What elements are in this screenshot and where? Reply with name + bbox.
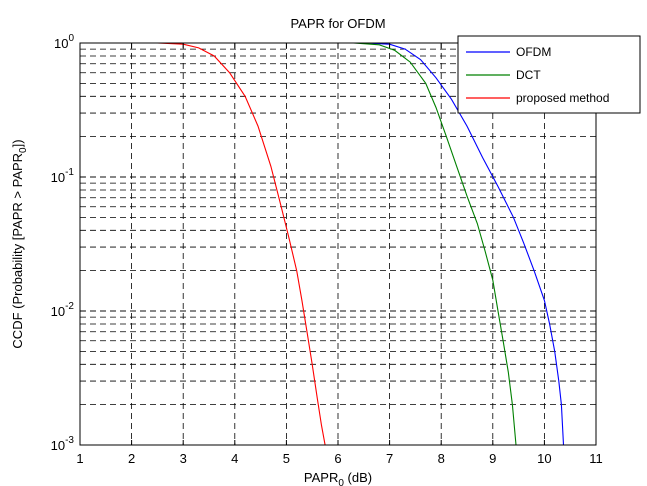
x-axis-title-sub: 0	[338, 478, 344, 486]
series-line-proposed-method	[157, 42, 326, 446]
x-axis-ticks: 1 2 3 4 5 6 7 8 9 10 11	[76, 43, 603, 466]
y-tick-label: 10-1	[51, 167, 75, 185]
y-axis-title-main: CCDF (Probability [PAPR > PAPR	[10, 153, 25, 349]
y-tick-label: 10-2	[51, 301, 75, 319]
x-tick-label: 8	[438, 451, 445, 466]
series-line-ofdm	[363, 42, 565, 446]
y-tick-label-exponent: -2	[65, 301, 74, 312]
y-tick-label-base: 10	[51, 170, 65, 185]
y-tick-label-base: 10	[51, 304, 65, 319]
x-tick-label: 1	[76, 451, 83, 466]
x-tick-label: 11	[589, 451, 603, 466]
chart-title: PAPR for OFDM	[290, 16, 385, 31]
series-layer	[157, 42, 565, 446]
y-tick-label-base: 10	[51, 438, 65, 453]
y-axis-title-suffix: ])	[10, 139, 25, 147]
x-axis-title-main: PAPR	[304, 470, 338, 485]
y-tick-label: 10-3	[51, 435, 75, 453]
x-tick-label: 5	[283, 451, 290, 466]
legend: OFDM DCT proposed method	[457, 35, 641, 114]
x-axis-title: PAPR0 (dB)	[304, 470, 372, 486]
x-tick-label: 9	[489, 451, 496, 466]
y-tick-label-exponent: 0	[68, 33, 74, 44]
x-tick-label: 6	[334, 451, 341, 466]
legend-label-ofdm: OFDM	[516, 45, 551, 59]
legend-label-dct: DCT	[516, 68, 541, 82]
series-line-dct	[353, 42, 517, 446]
y-tick-label: 100	[54, 33, 74, 51]
x-tick-label: 3	[180, 451, 187, 466]
y-tick-label-exponent: -3	[65, 435, 74, 446]
x-tick-label: 7	[386, 451, 393, 466]
y-axis-title: CCDF (Probability [PAPR > PAPR0])	[10, 139, 29, 348]
y-axis-title-sub: 0	[18, 147, 29, 153]
x-tick-label: 10	[537, 451, 551, 466]
x-tick-label: 4	[231, 451, 238, 466]
x-tick-label: 2	[128, 451, 135, 466]
y-tick-label-exponent: -1	[65, 167, 74, 178]
y-tick-label-base: 10	[54, 36, 68, 51]
legend-label-proposed-method: proposed method	[516, 91, 609, 105]
x-axis-title-suffix: (dB)	[344, 470, 372, 485]
